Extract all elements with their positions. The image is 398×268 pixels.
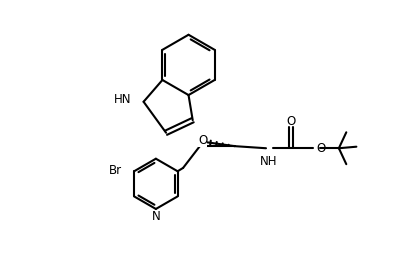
Text: HN: HN (114, 93, 132, 106)
Text: NH: NH (260, 155, 278, 168)
Text: O: O (198, 134, 207, 147)
Text: Br: Br (109, 164, 122, 177)
Text: N: N (152, 210, 160, 223)
Text: O: O (316, 142, 326, 155)
Text: O: O (287, 114, 296, 128)
